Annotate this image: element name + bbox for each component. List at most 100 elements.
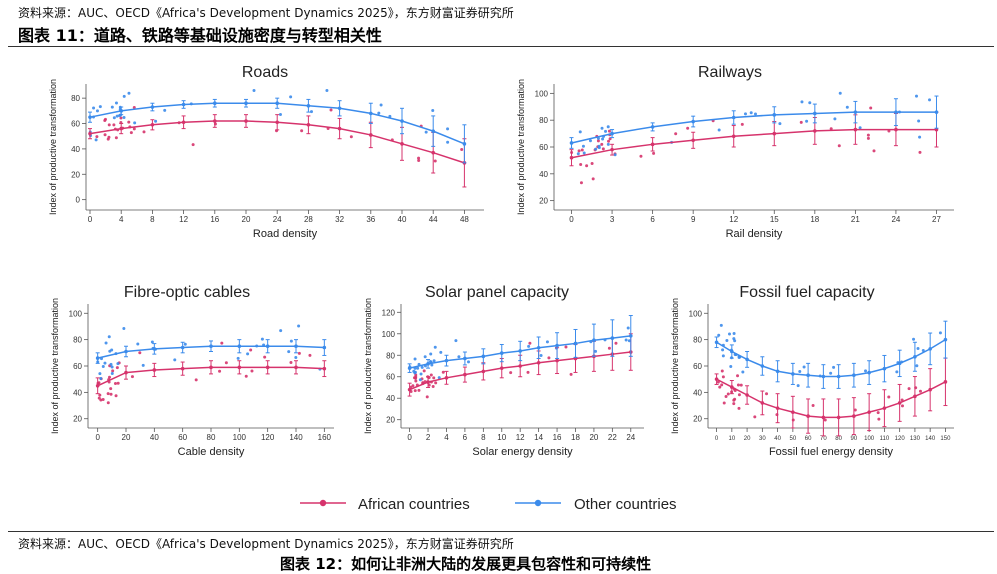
data-point-african <box>813 129 817 133</box>
scatter-point-other <box>424 130 428 134</box>
data-point-other <box>730 349 734 354</box>
data-point-african <box>209 365 213 370</box>
data-point-african <box>294 365 298 370</box>
scatter-point-other <box>597 144 601 148</box>
x-tick-label: 100 <box>233 433 247 442</box>
data-point-other <box>928 347 932 351</box>
scatter-point-african <box>218 369 222 373</box>
x-tick-label: 8 <box>481 433 486 442</box>
x-tick-label: 100 <box>864 436 875 442</box>
chart-fibre: 20 40 60 80 100 0 20 40 60 80 100 120 140 160 Fibre-op… <box>50 284 334 458</box>
data-point-african <box>555 358 559 363</box>
scatter-point-african <box>99 398 103 402</box>
y-tick-label: 80 <box>71 94 80 103</box>
scatter-point-other <box>150 340 154 344</box>
scatter-point-african <box>877 417 881 421</box>
figure-title: 图表 11：道路、铁路等基础设施密度与转型相关性 <box>18 26 382 45</box>
data-point-african <box>88 131 92 136</box>
data-point-african <box>463 372 467 377</box>
x-axis-label: Road density <box>253 228 318 240</box>
y-tick-label: 80 <box>693 336 702 345</box>
x-tick-label: 80 <box>835 436 842 442</box>
scatter-point-other <box>420 365 424 369</box>
source-note-bottom: 资料来源：AUC、OECD《Africa's Development Dynam… <box>18 537 514 551</box>
scatter-point-african <box>132 127 136 131</box>
data-point-other <box>610 336 615 340</box>
data-point-african <box>369 133 373 137</box>
scatter-point-african <box>434 381 438 385</box>
scatter-point-african <box>601 147 605 151</box>
x-tick-label: 16 <box>553 433 562 442</box>
data-point-african <box>306 122 311 127</box>
scatter-point-other <box>136 342 140 346</box>
scatter-point-african <box>736 383 740 387</box>
data-point-african <box>760 401 765 405</box>
scatter-point-african <box>720 369 724 373</box>
scatter-point-african <box>607 129 611 133</box>
scatter-point-other <box>800 100 804 104</box>
scatter-point-african <box>101 398 105 402</box>
scatter-point-african <box>887 395 891 399</box>
data-point-african <box>897 401 902 405</box>
data-point-other <box>806 373 810 378</box>
data-point-other <box>853 110 858 114</box>
chart-railways: 20 40 60 80 100 0 3 6 9 12 15 18 21 24 27 Railways Rail … <box>516 64 954 240</box>
x-tick-label: 24 <box>273 215 282 224</box>
scatter-point-other <box>832 365 836 369</box>
scatter-point-african <box>115 366 119 370</box>
scatter-point-african <box>823 418 827 422</box>
scatter-point-african <box>876 411 880 415</box>
scatter-point-african <box>191 143 195 147</box>
scatter-point-african <box>460 147 464 151</box>
scatter-point-other <box>92 106 96 110</box>
scatter-point-african <box>596 139 600 143</box>
legend-other-marker <box>534 499 542 507</box>
scatter-point-other <box>613 153 617 157</box>
scatter-point-other <box>753 112 757 116</box>
scatter-point-other <box>107 335 111 339</box>
x-tick-label: 8 <box>150 215 155 224</box>
scatter-point-african <box>329 108 333 112</box>
scatter-point-african <box>113 381 117 385</box>
scatter-point-african <box>579 181 583 185</box>
legend: African countries Other countries <box>300 496 677 513</box>
scatter-point-african <box>425 395 429 399</box>
x-tick-label: 18 <box>571 433 580 442</box>
scatter-point-other <box>802 365 806 369</box>
x-tick-label: 40 <box>774 436 781 442</box>
scatter-point-african <box>417 158 421 162</box>
data-point-other <box>275 101 280 106</box>
scatter-point-african <box>829 127 833 131</box>
scatter-point-african <box>422 369 426 373</box>
x-axis-label: Solar energy density <box>472 446 573 458</box>
data-point-other <box>813 111 817 116</box>
scatter-point-other <box>737 355 741 359</box>
data-point-other <box>407 366 412 370</box>
scatter-point-african <box>722 401 726 405</box>
scatter-point-other <box>122 327 126 331</box>
data-point-african <box>772 131 777 136</box>
series-line-other <box>571 111 937 144</box>
x-tick-label: 110 <box>880 436 890 442</box>
data-point-african <box>400 142 404 146</box>
x-tick-label: 150 <box>940 436 951 442</box>
scatter-point-other <box>725 338 729 342</box>
scatter-point-african <box>108 375 112 379</box>
scatter-point-other <box>917 119 921 123</box>
data-point-other <box>499 351 504 355</box>
x-tick-label: 20 <box>744 436 751 442</box>
scatter-point-other <box>545 340 549 344</box>
scatter-point-african <box>194 378 198 382</box>
scatter-point-other <box>297 324 301 328</box>
scatter-point-african <box>900 404 904 408</box>
scatter-point-african <box>263 355 267 359</box>
x-tick-label: 21 <box>851 215 860 224</box>
y-axis-label: Index of productive transformation <box>363 298 373 434</box>
data-point-african <box>791 410 795 414</box>
y-axis-label: Index of productive transformation <box>670 298 680 434</box>
data-point-african <box>821 415 826 420</box>
data-point-african <box>882 406 887 410</box>
scatter-point-other <box>796 384 800 388</box>
scatter-point-african <box>580 148 584 152</box>
